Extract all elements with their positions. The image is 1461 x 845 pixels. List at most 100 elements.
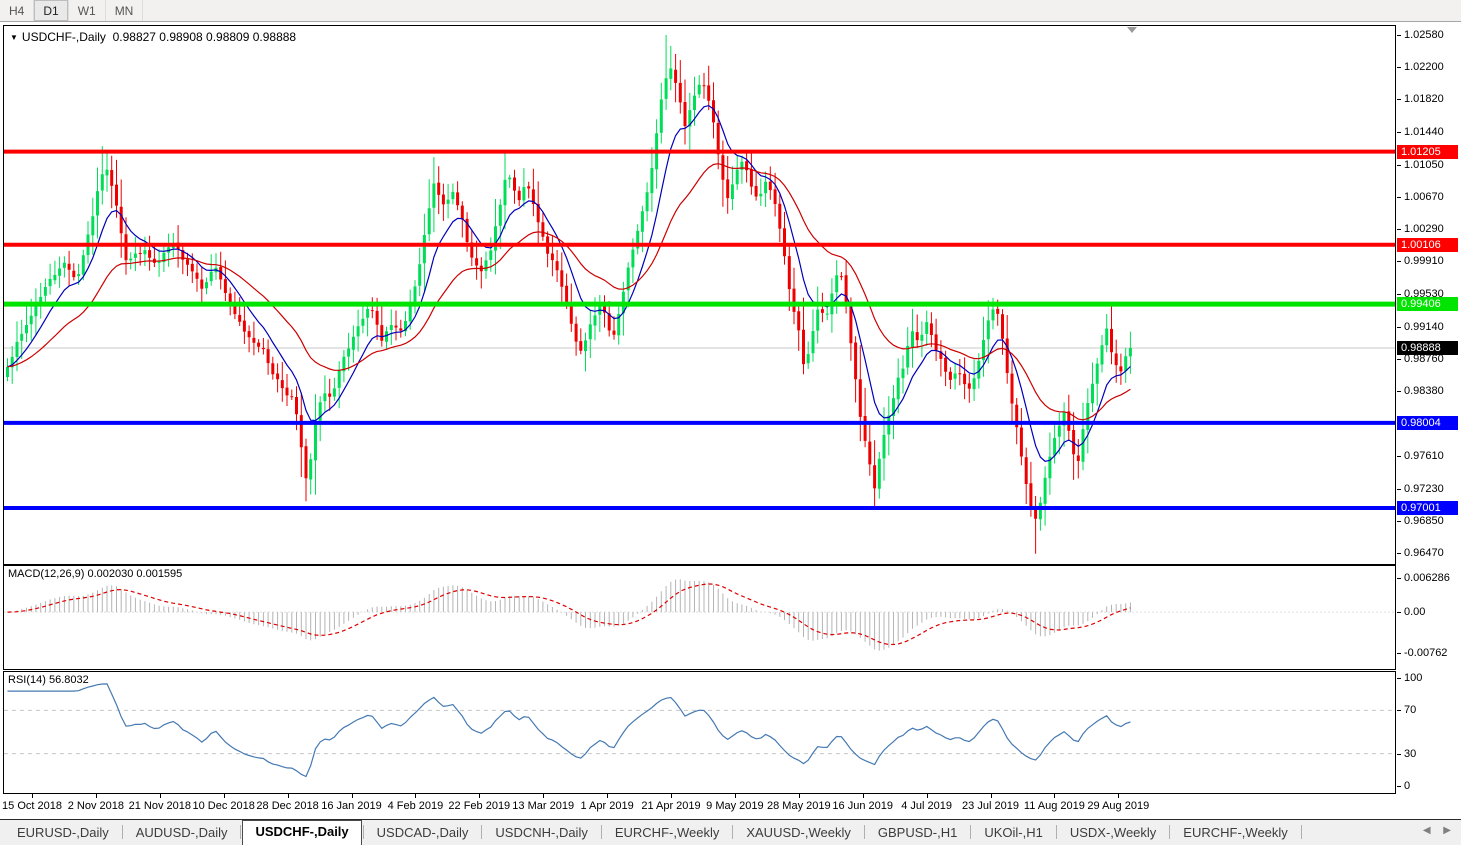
price-tick-label: 1.01440 [1404, 125, 1444, 138]
date-label: 4 Feb 2019 [387, 800, 444, 812]
price-tick-dash [1397, 326, 1401, 328]
price-tick-dash [1397, 358, 1401, 360]
price-tick-label: 0.96470 [1404, 547, 1444, 559]
macd-signal-line [7, 583, 1131, 646]
date-tick [32, 794, 33, 798]
chart-tab-usdcad-daily[interactable]: USDCAD-,Daily [376, 825, 469, 840]
tab-scroll-right-icon[interactable]: ▶ [1443, 825, 1451, 836]
price-tick-dash [1397, 229, 1401, 231]
candles-up-wicks [7, 35, 1131, 531]
date-label: 22 Feb 2019 [448, 800, 511, 812]
macd-label: MACD(12,26,9) 0.002030 0.001595 [8, 568, 183, 580]
price-tick-label: 0.97610 [1404, 450, 1444, 463]
date-label: 16 Jun 2019 [832, 800, 893, 812]
date-tick [798, 794, 800, 798]
timeframe-button-d1[interactable]: D1 [34, 0, 69, 21]
price-tick-dash [1397, 391, 1401, 393]
price-tick-label: 1.00670 [1404, 190, 1444, 203]
price-tick-dash [1397, 67, 1401, 69]
date-tick [223, 794, 225, 798]
price-tick-dash [1397, 261, 1401, 263]
macd-panel[interactable] [3, 565, 1396, 670]
price-tick-dash [1397, 196, 1401, 198]
rsi-label: RSI(14) 56.8032 [8, 674, 89, 686]
rsi-axis-dash [1397, 710, 1401, 711]
macd-axis-label: -0.00762 [1404, 647, 1448, 659]
date-axis[interactable]: 15 Oct 2018 2 Nov 2018 21 Nov 2018 10 Dec 2… [2, 794, 1397, 819]
date-tick [926, 794, 928, 798]
tab-separator [1055, 825, 1057, 839]
chart-tab-audusd-daily[interactable]: AUDUSD-,Daily [135, 825, 228, 840]
date-tick [95, 794, 97, 798]
date-label: 21 Nov 2018 [128, 800, 191, 812]
timeframe-button-mn[interactable]: MN [106, 0, 144, 21]
tab-scroll-left-icon[interactable]: ◀ [1422, 825, 1431, 836]
macd-axis-label: 0.006286 [1404, 572, 1450, 584]
price-tick-dash [1397, 293, 1401, 295]
timeframe-button-h4[interactable]: H4 [0, 0, 35, 21]
price-tick-label: 1.01820 [1404, 93, 1444, 106]
chart-tab-usdx-weekly[interactable]: USDX-,Weekly [1069, 825, 1157, 840]
chart-tab-eurusd-daily[interactable]: EURUSD-,Daily [17, 825, 109, 840]
date-label: 28 Dec 2018 [256, 800, 319, 812]
date-tick [159, 794, 161, 798]
chart-tab-usdchf-daily[interactable]: USDCHF-,Daily [242, 820, 362, 845]
macd-axis-dash [1397, 578, 1401, 579]
tab-separator [732, 825, 734, 839]
date-label: 9 May 2019 [706, 800, 764, 812]
price-tick-dash [1397, 131, 1401, 133]
price-tick-label: 0.98760 [1404, 352, 1444, 365]
date-label: 11 Aug 2019 [1023, 800, 1085, 812]
date-label: 1 Apr 2019 [580, 800, 634, 812]
tab-separator [600, 825, 602, 839]
timeframe-button-w1[interactable]: W1 [69, 0, 106, 21]
ma-fast-line [7, 104, 1131, 462]
chart-tab-gbpusd-h1[interactable]: GBPUSD-,H1 [877, 825, 958, 840]
price-level-label-1.01205: 1.01205 [1397, 144, 1458, 159]
rsi-axis-label: 30 [1404, 748, 1417, 760]
tab-separator [481, 825, 483, 839]
macd-axis-label: 0.00 [1404, 606, 1426, 618]
current-price-label: 0.98888 [1397, 341, 1458, 355]
price-tick-label: 0.99530 [1404, 287, 1444, 300]
rsi-axis-label: 100 [1404, 672, 1423, 684]
date-tick [1054, 794, 1056, 798]
chart-ohlc-values: 0.98827 0.98908 0.98809 0.98888 [112, 30, 297, 44]
date-label: 28 May 2019 [766, 800, 831, 812]
price-level-label-0.99406: 0.99406 [1397, 297, 1458, 312]
macd-histogram [11, 579, 1131, 651]
chart-symbol-label: USDCHF-,Daily [21, 30, 106, 44]
date-label: 21 Apr 2019 [641, 800, 701, 812]
price-tick-label: 0.98380 [1404, 385, 1444, 398]
price-tick-label: 0.97230 [1404, 482, 1444, 495]
date-tick [479, 794, 481, 798]
rsi-axis-dash [1397, 678, 1401, 679]
date-tick [671, 794, 672, 798]
chart-tab-usdcnh-daily[interactable]: USDCNH-,Daily [495, 825, 588, 840]
chart-tab-xauusd-weekly[interactable]: XAUUSD-,Weekly [746, 825, 851, 840]
timeframe-buttons: H4 D1 W1 MN [0, 0, 144, 21]
chart-tab-eurchf-weekly[interactable]: EURCHF-,Weekly [614, 825, 720, 840]
tab-scroll-buttons: ◀ ▶ [1413, 825, 1451, 836]
price-tick-dash [1397, 35, 1401, 36]
price-chart-panel[interactable] [3, 25, 1396, 565]
date-tick [990, 794, 992, 798]
symbol-dropdown-icon[interactable]: ▼ [10, 33, 18, 42]
chart-tab-bar: EURUSD-,Daily AUDUSD-,Daily USDCHF-,Daily U… [0, 819, 1461, 845]
date-label: 10 Dec 2018 [192, 800, 255, 812]
price-tick-label: 0.96850 [1404, 514, 1444, 527]
date-tick [415, 794, 417, 798]
date-label: 29 Aug 2019 [1087, 800, 1150, 812]
price-tick-dash [1397, 553, 1401, 554]
price-tick-dash [1397, 456, 1401, 458]
chart-tab-eurchf-weekly[interactable]: EURCHF-,Weekly [1183, 825, 1288, 840]
price-tick-label: 0.99910 [1404, 255, 1444, 268]
rsi-panel[interactable] [3, 671, 1396, 794]
tab-separator [240, 825, 242, 839]
price-tick-dash [1397, 99, 1401, 101]
chart-tab-ukoil-h1[interactable]: UKOil-,H1 [984, 825, 1043, 840]
date-tick [1118, 794, 1120, 798]
chart-shift-marker-icon[interactable] [1127, 27, 1137, 33]
date-label: 15 Oct 2018 [2, 800, 62, 812]
rsi-chart [4, 683, 1395, 778]
